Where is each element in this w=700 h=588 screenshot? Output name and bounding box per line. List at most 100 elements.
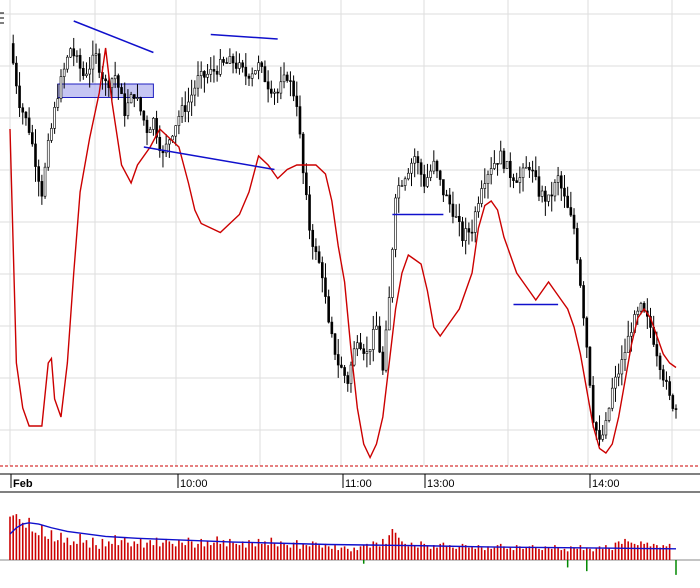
candle-body [244,66,248,77]
volume-bar [44,536,46,560]
candle [502,148,506,174]
volume-bar [337,550,340,560]
volume-bar [455,548,457,560]
candle-body [320,262,324,279]
candle [241,59,244,73]
volume-bar [359,546,362,560]
candle-body [199,71,203,76]
candle [601,425,605,442]
candle [658,352,662,380]
volume-bar [72,541,75,560]
candle-body [203,71,206,78]
candle [273,88,276,105]
candle-body [454,215,458,218]
volume-bar [139,538,142,560]
candle-body [53,107,56,129]
candle [177,110,181,135]
candle [665,371,668,390]
candle-body [352,348,356,366]
volume-bar [283,543,285,560]
candle [18,72,21,117]
candle [72,37,76,67]
volume-bar [423,543,426,560]
candle-body [231,56,235,64]
candle-body [397,185,401,199]
volume-bar [321,547,324,560]
candle [426,163,429,188]
candle [642,301,646,313]
candle-body [110,78,114,88]
candle [193,80,197,107]
candle-body [626,335,630,353]
candle-body [24,111,28,119]
candle-body [499,150,503,165]
candle [623,338,627,372]
candle-body [661,369,665,381]
volume-bar [385,543,387,560]
volume-bar [296,540,298,560]
candle-body [531,169,534,172]
candle [282,62,286,89]
candle-body [206,73,209,78]
candle [470,219,474,242]
candle-body [123,93,127,116]
volume-bar [397,537,400,560]
candle [489,157,493,185]
candle [620,345,624,386]
candle-body [556,175,560,183]
candle-body [282,74,286,83]
candle-body [422,174,426,187]
volume-bar [187,537,190,560]
grid-lines [0,0,700,467]
candle [196,61,200,97]
candle-body [78,55,82,69]
candle-body [43,166,47,197]
volume-bar [608,547,610,560]
candle-body [215,70,219,75]
volume-bar [251,542,253,560]
candle [311,224,315,260]
candle [477,196,480,218]
candle-body [301,133,305,174]
volume-bar [506,548,508,560]
candle-body [387,297,391,331]
volume-bar [327,546,330,560]
candle [451,191,455,224]
tick-label-1400: 14:00 [592,478,620,490]
candle-body [572,214,576,229]
candle [254,70,257,75]
candle-body [40,181,44,197]
candle-body [333,333,337,355]
candle [556,166,560,196]
volume-bar [216,536,218,560]
candle [219,49,222,77]
volume-bar [477,545,480,560]
candle-body [461,221,464,241]
candle [432,150,436,175]
volume-bar [260,543,263,560]
candle-body [569,207,573,216]
candle-body [270,88,273,94]
candle [104,74,107,96]
candle [572,208,576,235]
volume-bar [155,537,158,560]
volume-bar [433,545,435,560]
candle-body [27,117,31,133]
candle [340,356,343,369]
volume-bar [550,548,553,560]
candle-body [598,430,601,440]
candle-body [365,351,369,354]
candle [496,163,499,176]
candle-body [50,128,53,141]
volume-bar [171,543,174,560]
candle [394,193,397,258]
candle-body [273,91,276,94]
volume-bar [34,532,37,560]
candle [508,152,512,188]
tick-label-feb: Feb [13,478,33,490]
volume-bar [515,545,518,560]
volume-bar [85,540,88,560]
candle-body [674,408,678,410]
candle [222,56,225,66]
candle [317,245,321,264]
